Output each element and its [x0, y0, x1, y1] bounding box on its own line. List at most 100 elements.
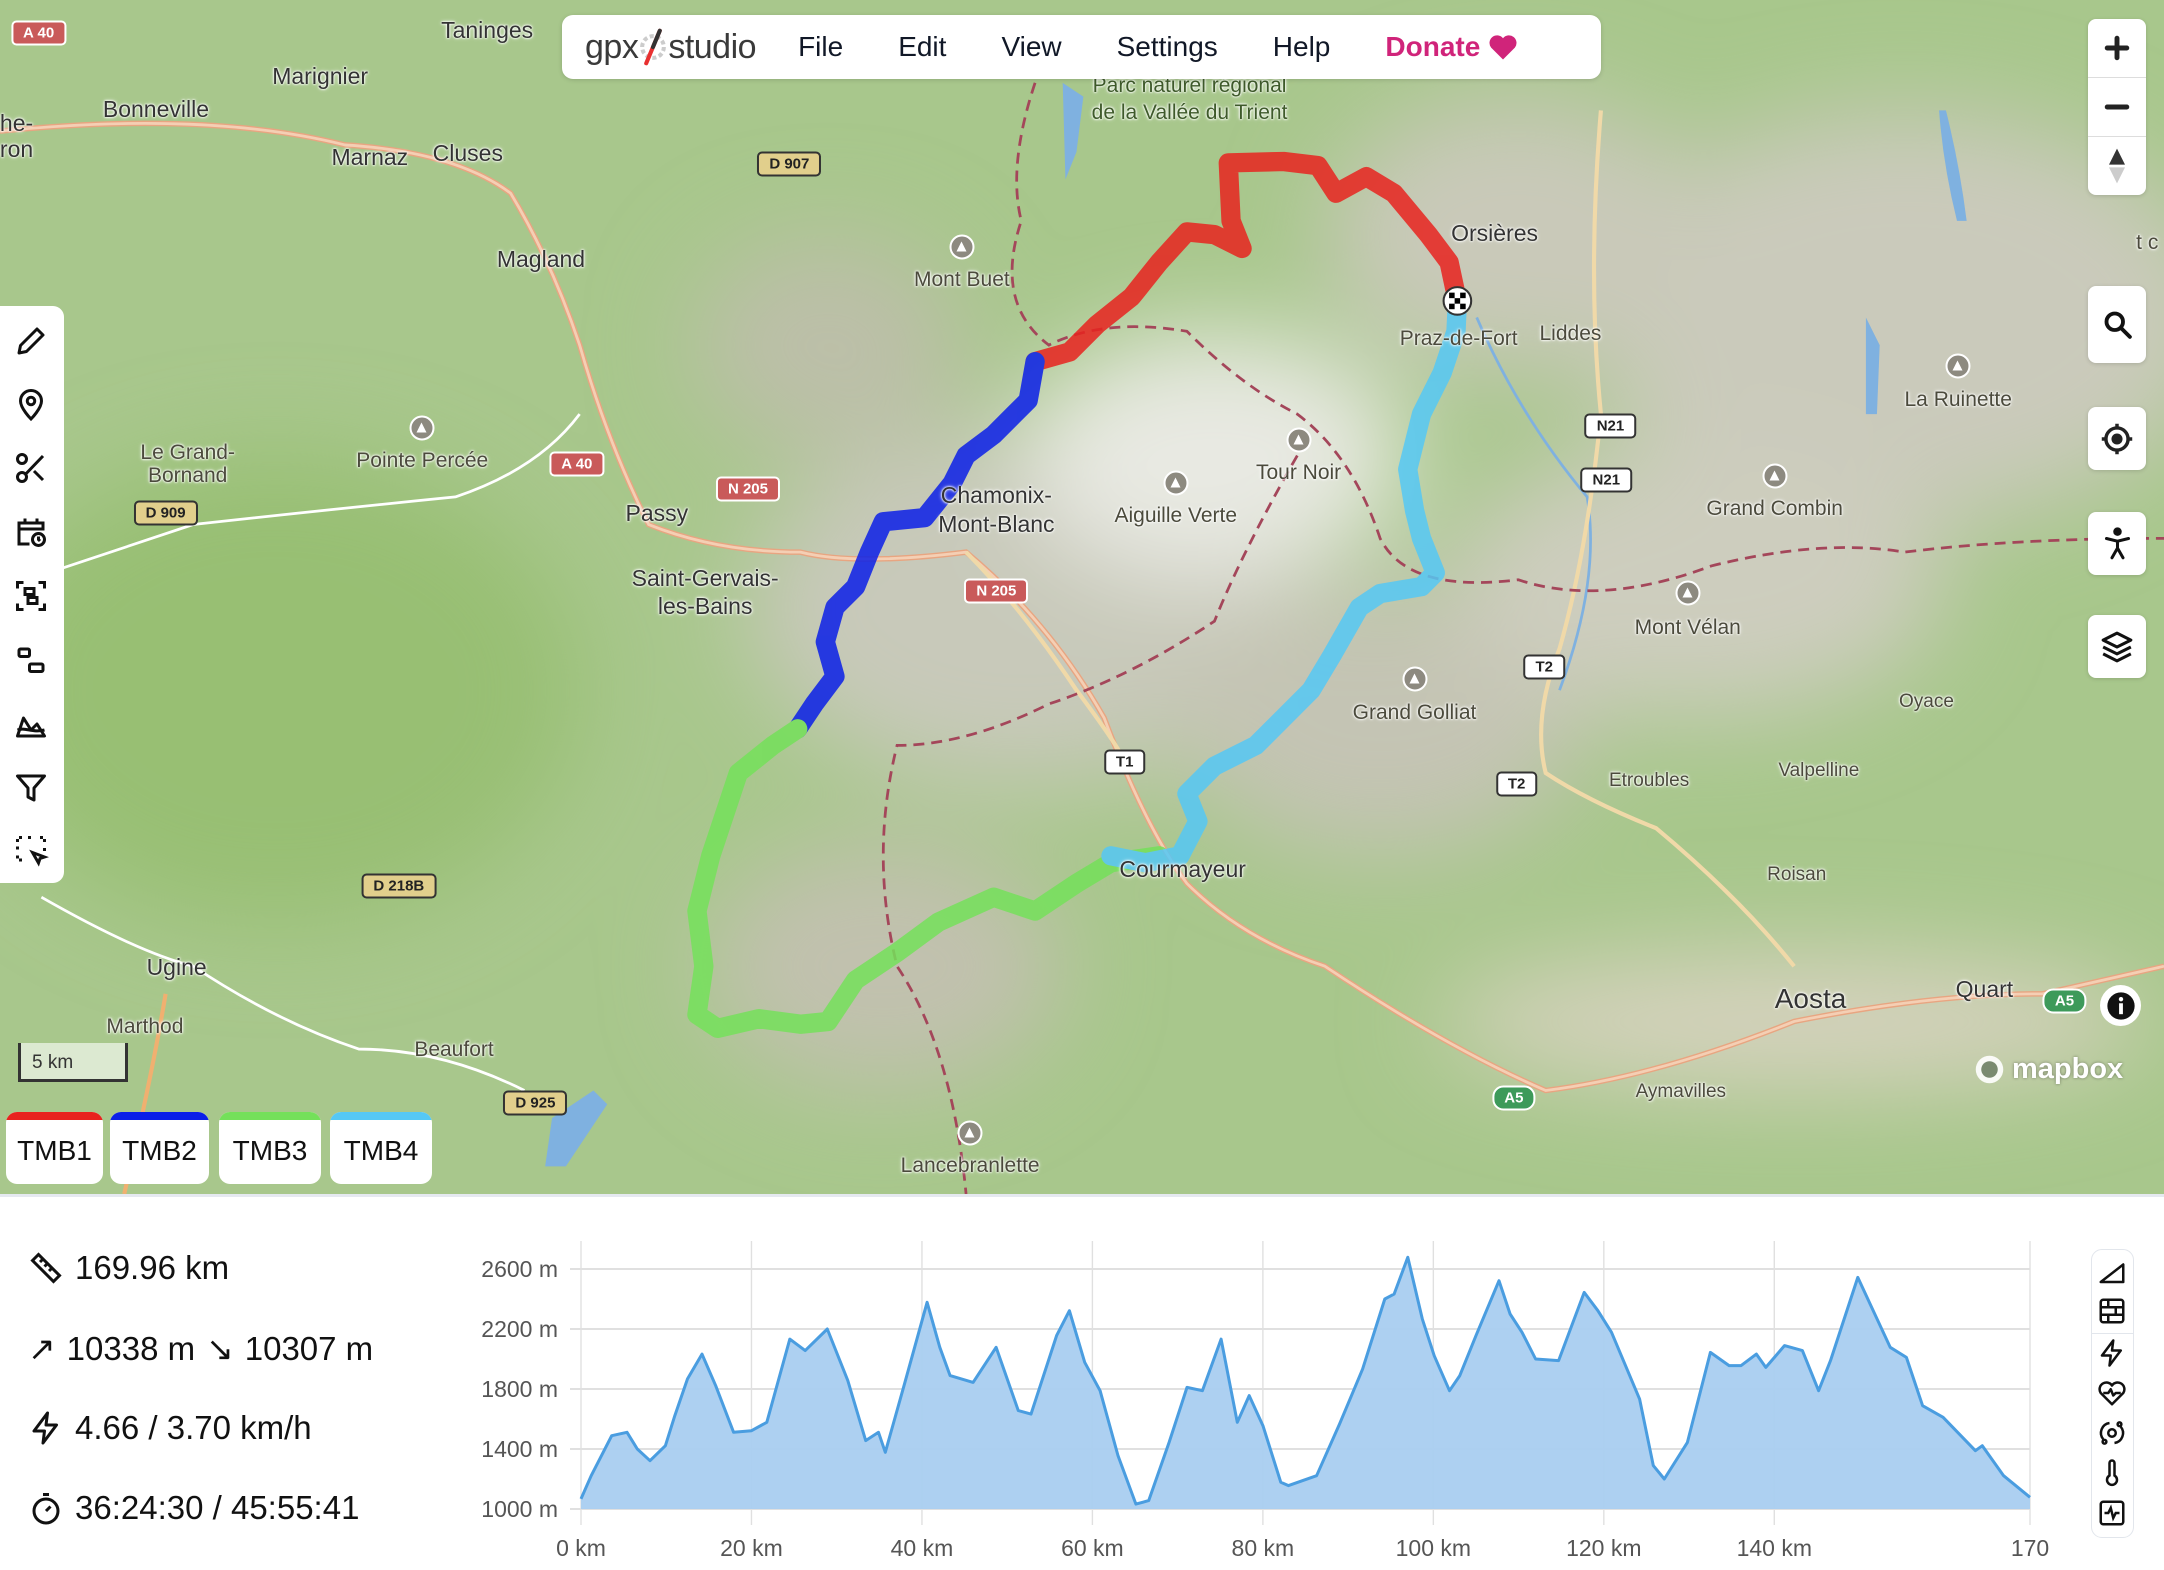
y-tick-label: 1000 m — [481, 1496, 558, 1522]
extract-icon[interactable] — [13, 643, 49, 679]
speed-bolt-icon[interactable] — [2097, 1338, 2127, 1368]
map-label: Mont-Blanc — [938, 511, 1055, 538]
info-button[interactable] — [2100, 985, 2141, 1026]
peak-icon — [1286, 427, 1312, 453]
tab-tmb1[interactable]: TMB1 — [6, 1112, 103, 1184]
x-tick-label: 20 km — [720, 1535, 783, 1561]
map-label: Bornand — [147, 464, 228, 488]
map-label: Orsières — [1451, 220, 1538, 247]
map-label: Aosta — [1774, 983, 1847, 1015]
time-value: 36:24:30 / 45:55:41 — [75, 1489, 360, 1526]
road-shield: A5 — [2042, 988, 2087, 1013]
search-icon — [2104, 311, 2132, 339]
minus-icon — [2104, 104, 2130, 110]
tab-color-bar — [110, 1112, 209, 1120]
tool-bar — [0, 306, 64, 883]
mapbox-text: mapbox — [2012, 1053, 2124, 1085]
map-label: Roisan — [1767, 863, 1827, 885]
tab-color-bar — [219, 1112, 321, 1120]
y-tick-label: 1800 m — [481, 1376, 558, 1402]
map-label: Etroubles — [1608, 770, 1690, 792]
terrain-shading — [0, 96, 2164, 1091]
thermometer-icon[interactable] — [2097, 1458, 2127, 1488]
map-label: Mont Vélan — [1634, 615, 1741, 639]
layers-icon — [2101, 631, 2133, 662]
stat-elevation: ↗ 10338 m ↘ 10307 m — [28, 1329, 373, 1368]
lake — [1062, 82, 1084, 180]
map-label: he- — [0, 109, 34, 136]
tab-tmb2[interactable]: TMB2 — [110, 1112, 209, 1184]
donate-button[interactable]: Donate — [1385, 31, 1518, 63]
layers-button[interactable] — [2088, 615, 2146, 678]
road-shield: D 218B — [361, 873, 437, 899]
map-label: Beaufort — [414, 1038, 494, 1062]
merge-icon[interactable] — [13, 578, 49, 614]
pencil-icon[interactable] — [13, 323, 49, 359]
map-label: de la Vallée du Trient — [1091, 101, 1288, 125]
zoom-in-button[interactable] — [2088, 19, 2146, 77]
heart-rate-icon[interactable] — [2097, 1378, 2127, 1408]
logo-gear-icon — [640, 28, 667, 66]
tab-tmb3[interactable]: TMB3 — [219, 1112, 321, 1184]
compass-button[interactable] — [2088, 136, 2146, 195]
app-logo[interactable]: gpx studio — [585, 27, 757, 67]
scale-bar: 5 km — [18, 1043, 128, 1082]
menu-edit[interactable]: Edit — [898, 31, 947, 62]
menu-settings[interactable]: Settings — [1116, 31, 1218, 62]
filter-icon[interactable] — [13, 770, 49, 806]
map-label: Aymavilles — [1635, 1080, 1727, 1102]
menu-file[interactable]: File — [798, 31, 844, 62]
locate-button[interactable] — [2088, 407, 2146, 470]
stat-distance: 169.96 km — [28, 1249, 229, 1287]
lake — [1939, 110, 1967, 221]
map-label: Grand Golliat — [1352, 701, 1477, 725]
y-tick-label: 2600 m — [481, 1256, 558, 1282]
zoom-controls — [2088, 19, 2146, 195]
power-icon[interactable] — [2097, 1498, 2127, 1528]
map-label: Saint-Gervais- — [631, 565, 779, 592]
cadence-icon[interactable] — [2097, 1418, 2127, 1448]
map-label: Tour Noir — [1255, 461, 1342, 485]
zoom-out-button[interactable] — [2088, 77, 2146, 136]
map-label: Mont Buet — [913, 268, 1010, 292]
x-tick-label: 40 km — [891, 1535, 954, 1561]
map-label: Marthod — [106, 1014, 184, 1038]
tab-tmb4[interactable]: TMB4 — [330, 1112, 432, 1184]
peak-icon — [1762, 463, 1788, 489]
y-tick-label: 2200 m — [481, 1316, 558, 1342]
highway-inner — [0, 121, 2164, 1092]
stopwatch-icon — [32, 1493, 60, 1525]
track-tmb1[interactable] — [1025, 151, 1468, 372]
menu-help[interactable]: Help — [1272, 31, 1331, 62]
mapbox-logo[interactable]: mapbox — [1973, 1053, 2123, 1086]
select-area-icon[interactable] — [13, 833, 49, 869]
calendar-clock-icon[interactable] — [13, 514, 49, 550]
surface-icon[interactable] — [2097, 1296, 2127, 1326]
locate-icon — [2101, 423, 2133, 454]
elevation-profile-chart[interactable]: 0 km 20 km 40 km 60 km 80 km 100 km 120 km 140 … — [0, 1197, 2164, 1569]
map-label: La Ruinette — [1904, 388, 2012, 412]
elevation-icon[interactable] — [13, 706, 49, 742]
map-label: Courmayeur — [1119, 856, 1246, 883]
ruler-icon — [30, 1252, 62, 1284]
search-button[interactable] — [2088, 286, 2146, 363]
logo-text-gpx: gpx — [585, 27, 639, 66]
lake — [545, 1090, 608, 1167]
track-tmb4[interactable] — [1101, 291, 1468, 873]
street-view-button[interactable] — [2088, 512, 2146, 575]
map-label: Oyace — [1899, 691, 1954, 713]
map-label: Liddes — [1539, 321, 1602, 345]
track-tmb2[interactable] — [788, 351, 1045, 739]
scissors-icon[interactable] — [13, 450, 49, 486]
map[interactable]: Taninges Marignier Bonneville Marnaz Clu… — [0, 0, 2164, 1194]
y-tick-label: 1400 m — [481, 1436, 558, 1462]
road-shield: N21 — [1584, 413, 1637, 439]
map-pin-icon[interactable] — [13, 386, 49, 422]
map-label: Aiguille Verte — [1114, 504, 1238, 528]
menu-view[interactable]: View — [1001, 31, 1062, 62]
x-tick-label: 80 km — [1232, 1535, 1295, 1561]
finish-flag-icon[interactable] — [1442, 286, 1473, 316]
map-label: Bonneville — [102, 96, 210, 123]
slope-icon[interactable] — [2097, 1257, 2127, 1287]
track-tmb3[interactable] — [687, 719, 1169, 1039]
